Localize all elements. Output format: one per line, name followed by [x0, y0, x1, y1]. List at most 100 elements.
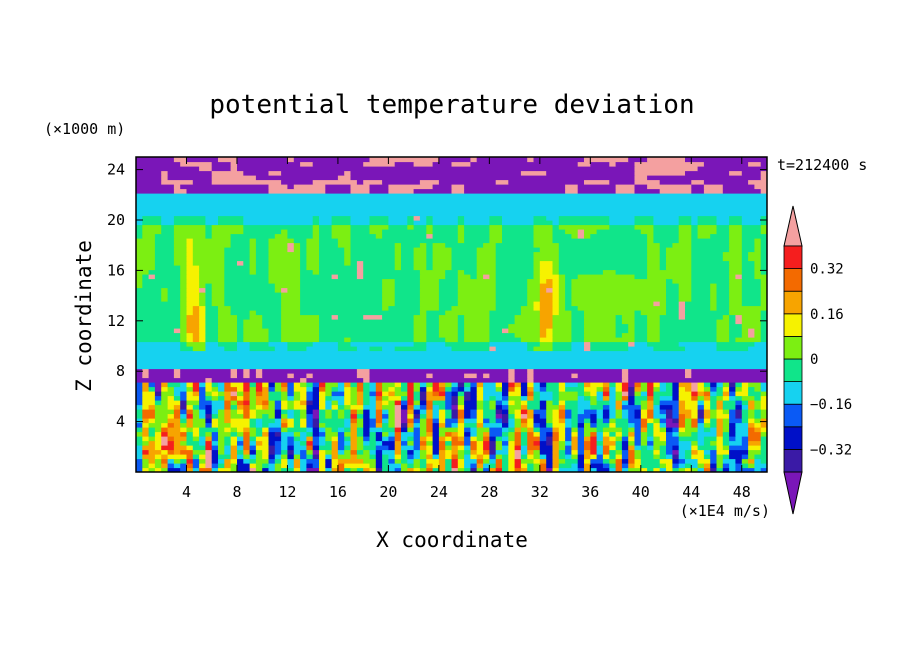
- x-axis-label: X coordinate: [376, 528, 528, 552]
- heatmap-cell: [571, 292, 667, 298]
- heatmap-cell: [691, 256, 724, 262]
- heatmap-cell: [703, 409, 711, 415]
- heatmap-cell: [691, 242, 730, 248]
- heatmap-cell: [729, 224, 743, 230]
- heatmap-cell: [306, 260, 320, 266]
- heatmap-cell: [350, 215, 370, 221]
- heatmap-cell: [136, 359, 767, 365]
- heatmap-cell: [716, 323, 730, 329]
- heatmap-cell: [369, 368, 509, 374]
- heatmap-cell: [218, 449, 225, 455]
- heatmap-cell: [382, 278, 396, 284]
- heatmap-cell: [237, 332, 244, 338]
- heatmap-cell: [602, 431, 610, 437]
- heatmap-cell: [760, 382, 767, 388]
- heatmap-cell: [609, 404, 617, 410]
- heatmap-cell: [154, 431, 162, 437]
- heatmap-cell: [243, 337, 270, 343]
- heatmap-cell: [640, 418, 648, 424]
- heatmap-cell: [729, 323, 743, 329]
- heatmap-cell: [653, 431, 667, 437]
- heatmap-cell: [558, 404, 566, 410]
- heatmap-cell: [218, 220, 244, 226]
- heatmap-cell: [205, 323, 219, 329]
- heatmap-cell: [205, 382, 213, 388]
- heatmap-cell: [470, 382, 478, 388]
- heatmap-cell: [255, 382, 263, 388]
- heatmap-cell: [741, 229, 762, 235]
- heatmap-cell: [596, 431, 604, 437]
- heatmap-cell: [476, 413, 484, 419]
- heatmap-cell: [703, 463, 711, 469]
- heatmap-cell: [319, 319, 415, 325]
- heatmap-cell: [350, 440, 358, 446]
- heatmap-cell: [136, 188, 175, 194]
- heatmap-cell: [596, 467, 610, 472]
- heatmap-cell: [502, 220, 535, 226]
- heatmap-cell: [142, 215, 162, 221]
- heatmap-cell: [558, 413, 566, 419]
- heatmap-cell: [445, 310, 490, 316]
- heatmap-cell: [136, 445, 143, 451]
- heatmap-cell: [356, 436, 364, 442]
- heatmap-cell: [363, 404, 377, 410]
- heatmap-cell: [306, 382, 314, 388]
- heatmap-cell: [192, 409, 200, 415]
- heatmap-cell: [224, 391, 232, 397]
- heatmap-cell: [382, 427, 396, 433]
- heatmap-cell: [205, 314, 219, 320]
- heatmap-cell: [237, 341, 251, 347]
- heatmap-cell: [218, 463, 225, 469]
- heatmap-cell: [609, 458, 617, 464]
- heatmap-cell: [394, 454, 402, 460]
- heatmap-cell: [552, 314, 572, 320]
- heatmap-cell: [192, 179, 213, 185]
- heatmap-cell: [319, 427, 326, 433]
- heatmap-cell: [760, 215, 767, 221]
- heatmap-cell: [552, 301, 560, 307]
- heatmap-cell: [546, 431, 554, 437]
- heatmap-cell: [432, 463, 440, 469]
- heatmap-cell: [678, 436, 699, 442]
- heatmap-cell: [640, 409, 648, 415]
- heatmap-cell: [577, 391, 585, 397]
- heatmap-cell: [142, 220, 162, 226]
- heatmap-cell: [735, 422, 749, 428]
- heatmap-cell: [148, 386, 156, 392]
- colorbar-segment: [783, 403, 803, 428]
- heatmap-cell: [691, 184, 705, 190]
- heatmap-cell: [741, 404, 749, 410]
- heatmap-cell: [281, 409, 288, 415]
- heatmap-cell: [520, 440, 528, 446]
- heatmap-cell: [609, 409, 617, 415]
- heatmap-cell: [457, 400, 465, 406]
- heatmap-cell: [464, 215, 490, 221]
- heatmap-cell: [136, 467, 143, 472]
- heatmap-cell: [394, 458, 402, 464]
- heatmap-cell: [527, 431, 535, 437]
- heatmap-cell: [154, 386, 162, 392]
- heatmap-cell: [546, 287, 554, 293]
- heatmap-cell: [205, 283, 213, 289]
- heatmap-cell: [224, 346, 238, 352]
- heatmap-cell: [760, 337, 767, 343]
- heatmap-cell: [407, 427, 415, 433]
- heatmap-cell: [224, 287, 276, 293]
- heatmap-cell: [647, 382, 654, 388]
- heatmap-cell: [218, 328, 238, 334]
- heatmap-cell: [148, 427, 156, 433]
- heatmap-cell: [413, 265, 427, 271]
- heatmap-cell: [659, 445, 667, 451]
- heatmap-cell: [445, 382, 453, 388]
- heatmap-cell: [716, 467, 724, 472]
- heatmap-cell: [237, 386, 244, 392]
- heatmap-cell: [306, 238, 320, 244]
- heatmap-cell: [558, 305, 566, 311]
- heatmap-cell: [666, 287, 680, 293]
- heatmap-cell: [287, 418, 295, 424]
- heatmap-cell: [697, 395, 705, 401]
- heatmap-cell: [476, 431, 484, 437]
- heatmap-cell: [754, 260, 762, 266]
- heatmap-cell: [186, 301, 200, 307]
- heatmap-cell: [451, 256, 478, 262]
